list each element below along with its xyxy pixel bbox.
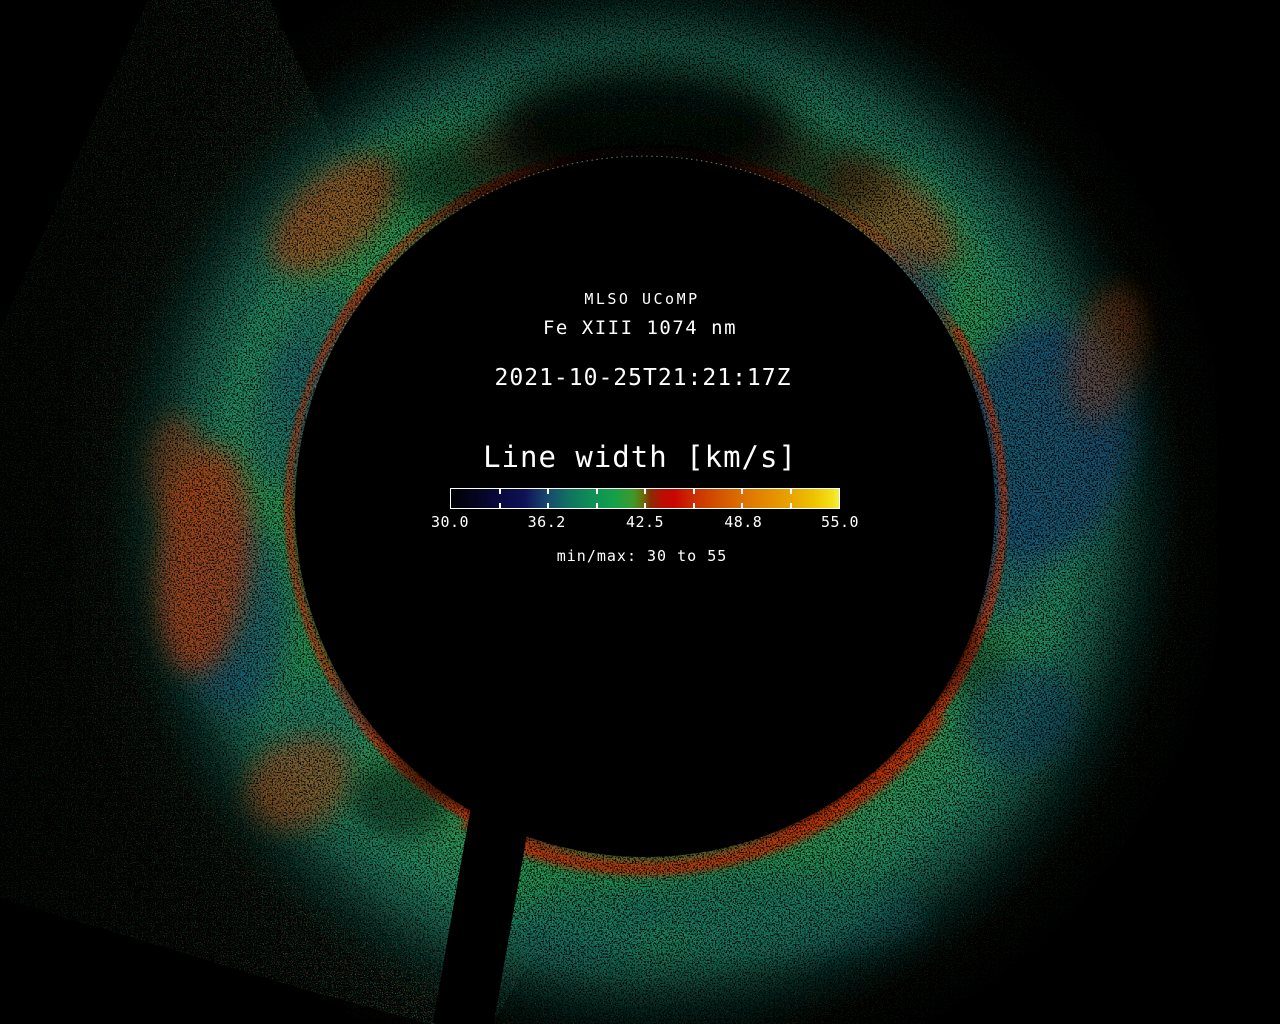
emission-line-label: Fe XIII 1074 nm: [542, 317, 738, 339]
occulter-post: [432, 806, 531, 1024]
colorbar-segment-tick: [644, 489, 646, 494]
colorbar-segment-tick: [547, 503, 549, 508]
colorbar-title: Line width [km/s]: [483, 440, 797, 474]
colorbar-tick-labels-row: 30.0 36.2 42.5 48.8 55.0: [431, 513, 859, 531]
colorbar-tick-label: 48.8: [724, 513, 763, 531]
colorbar-segment-tick: [741, 489, 743, 494]
colorbar-segment-tick: [741, 503, 743, 508]
colorbar: [450, 488, 840, 509]
colorbar-segment-tick: [498, 489, 501, 494]
colorbar-tick-label: 55.0: [820, 513, 860, 531]
colorbar-tick-label: 36.2: [527, 513, 566, 531]
colorbar-segment-tick: [789, 503, 792, 508]
minmax-note: min/max: 30 to 55: [556, 547, 728, 565]
colorbar-segment-tick: [498, 503, 501, 508]
colorbar-tick-label: 30.0: [430, 513, 470, 531]
colorbar-segment-tick: [692, 489, 695, 494]
annulus-speckle-overlay: [162, 24, 1128, 990]
colorbar-segment-tick: [595, 489, 598, 494]
colorbar-tick-label: 42.5: [625, 513, 665, 531]
observatory-label: MLSO UCoMP: [584, 290, 700, 308]
colorbar-segment-tick: [644, 503, 646, 508]
colorbar-segment-tick: [692, 503, 695, 508]
colorbar-segment-tick: [547, 489, 549, 494]
colorbar-segment-tick: [595, 503, 598, 508]
colorbar-segment-tick: [789, 489, 792, 494]
timestamp-label: 2021-10-25T21:21:17Z: [494, 365, 792, 391]
